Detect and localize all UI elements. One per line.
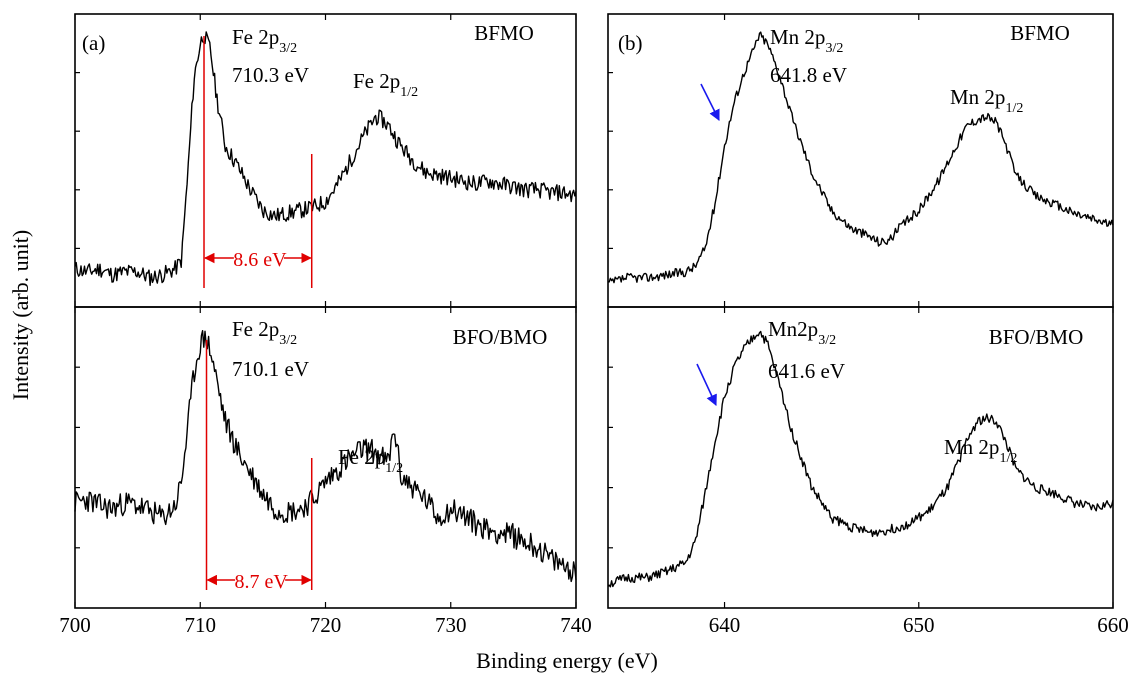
spectrum-line — [74, 31, 577, 286]
peak-energy-label: 710.3 eV — [232, 63, 309, 87]
peak-energy-label: 641.8 eV — [770, 63, 847, 87]
separation-label: 8.7 eV — [234, 571, 288, 593]
peak-label-2p1-2: Mn 2p1/2 — [950, 85, 1023, 116]
x-tick-label: 700 — [59, 613, 91, 637]
plot-frame — [607, 13, 1114, 308]
panel-a-bot: 700 710 720 730 740 BFO/BMO Fe 2p3/2 710.1 eV Fe… — [59, 306, 592, 637]
y-axis-label: Intensity (arb. unit) — [8, 230, 33, 400]
separation-label: 8.6 eV — [233, 249, 287, 271]
panel-a-top: (a) BFMO Fe 2p3/2 710.3 eV Fe 2p1/2 8.6 eV — [74, 13, 577, 308]
peak-label-2p1-2: Mn 2p1/2 — [944, 435, 1017, 466]
x-axis-label: Binding energy (eV) — [476, 648, 658, 673]
plot-frame — [607, 306, 1114, 609]
peak-label-2p1-2: Fe 2p1/2 — [353, 69, 418, 100]
spectrum-line — [607, 31, 1114, 284]
panel-b-bot: 640 650 660 BFO/BMO Mn2p3/2 641.6 eV Mn 2p1/2 — [607, 306, 1129, 637]
panel-label: (b) — [618, 31, 643, 55]
x-tick-label: 650 — [903, 613, 935, 637]
x-tick-label: 660 — [1097, 613, 1129, 637]
spectrum-line — [607, 330, 1114, 588]
sample-label: BFMO — [1010, 21, 1070, 45]
x-tick-label: 710 — [185, 613, 217, 637]
plot-frame — [74, 13, 577, 308]
peak-label-2p3-2: Mn2p3/2 — [768, 317, 836, 348]
peak-label-2p3-2: Mn 2p3/2 — [770, 25, 843, 56]
spectrum-line — [74, 330, 577, 583]
x-tick-label: 730 — [435, 613, 467, 637]
shoulder-arrow — [696, 363, 717, 407]
sample-label: BFO/BMO — [989, 325, 1084, 349]
peak-label-2p3-2: Fe 2p3/2 — [232, 317, 297, 348]
plot-frame — [74, 306, 577, 609]
panel-label: (a) — [82, 31, 105, 55]
peak-label-2p3-2: Fe 2p3/2 — [232, 25, 297, 56]
sample-label: BFMO — [474, 21, 534, 45]
peak-energy-label: 710.1 eV — [232, 357, 309, 381]
x-tick-label: 740 — [560, 613, 592, 637]
peak-energy-label: 641.6 eV — [768, 359, 845, 383]
x-tick-label: 640 — [709, 613, 741, 637]
panel-b-top: (b) BFMO Mn 2p3/2 641.8 eV Mn 2p1/2 — [607, 13, 1114, 308]
peak-label-2p1-2: Fe 2p1/2 — [338, 445, 403, 476]
sample-label: BFO/BMO — [453, 325, 548, 349]
x-tick-label: 720 — [310, 613, 342, 637]
shoulder-arrow — [700, 83, 720, 122]
